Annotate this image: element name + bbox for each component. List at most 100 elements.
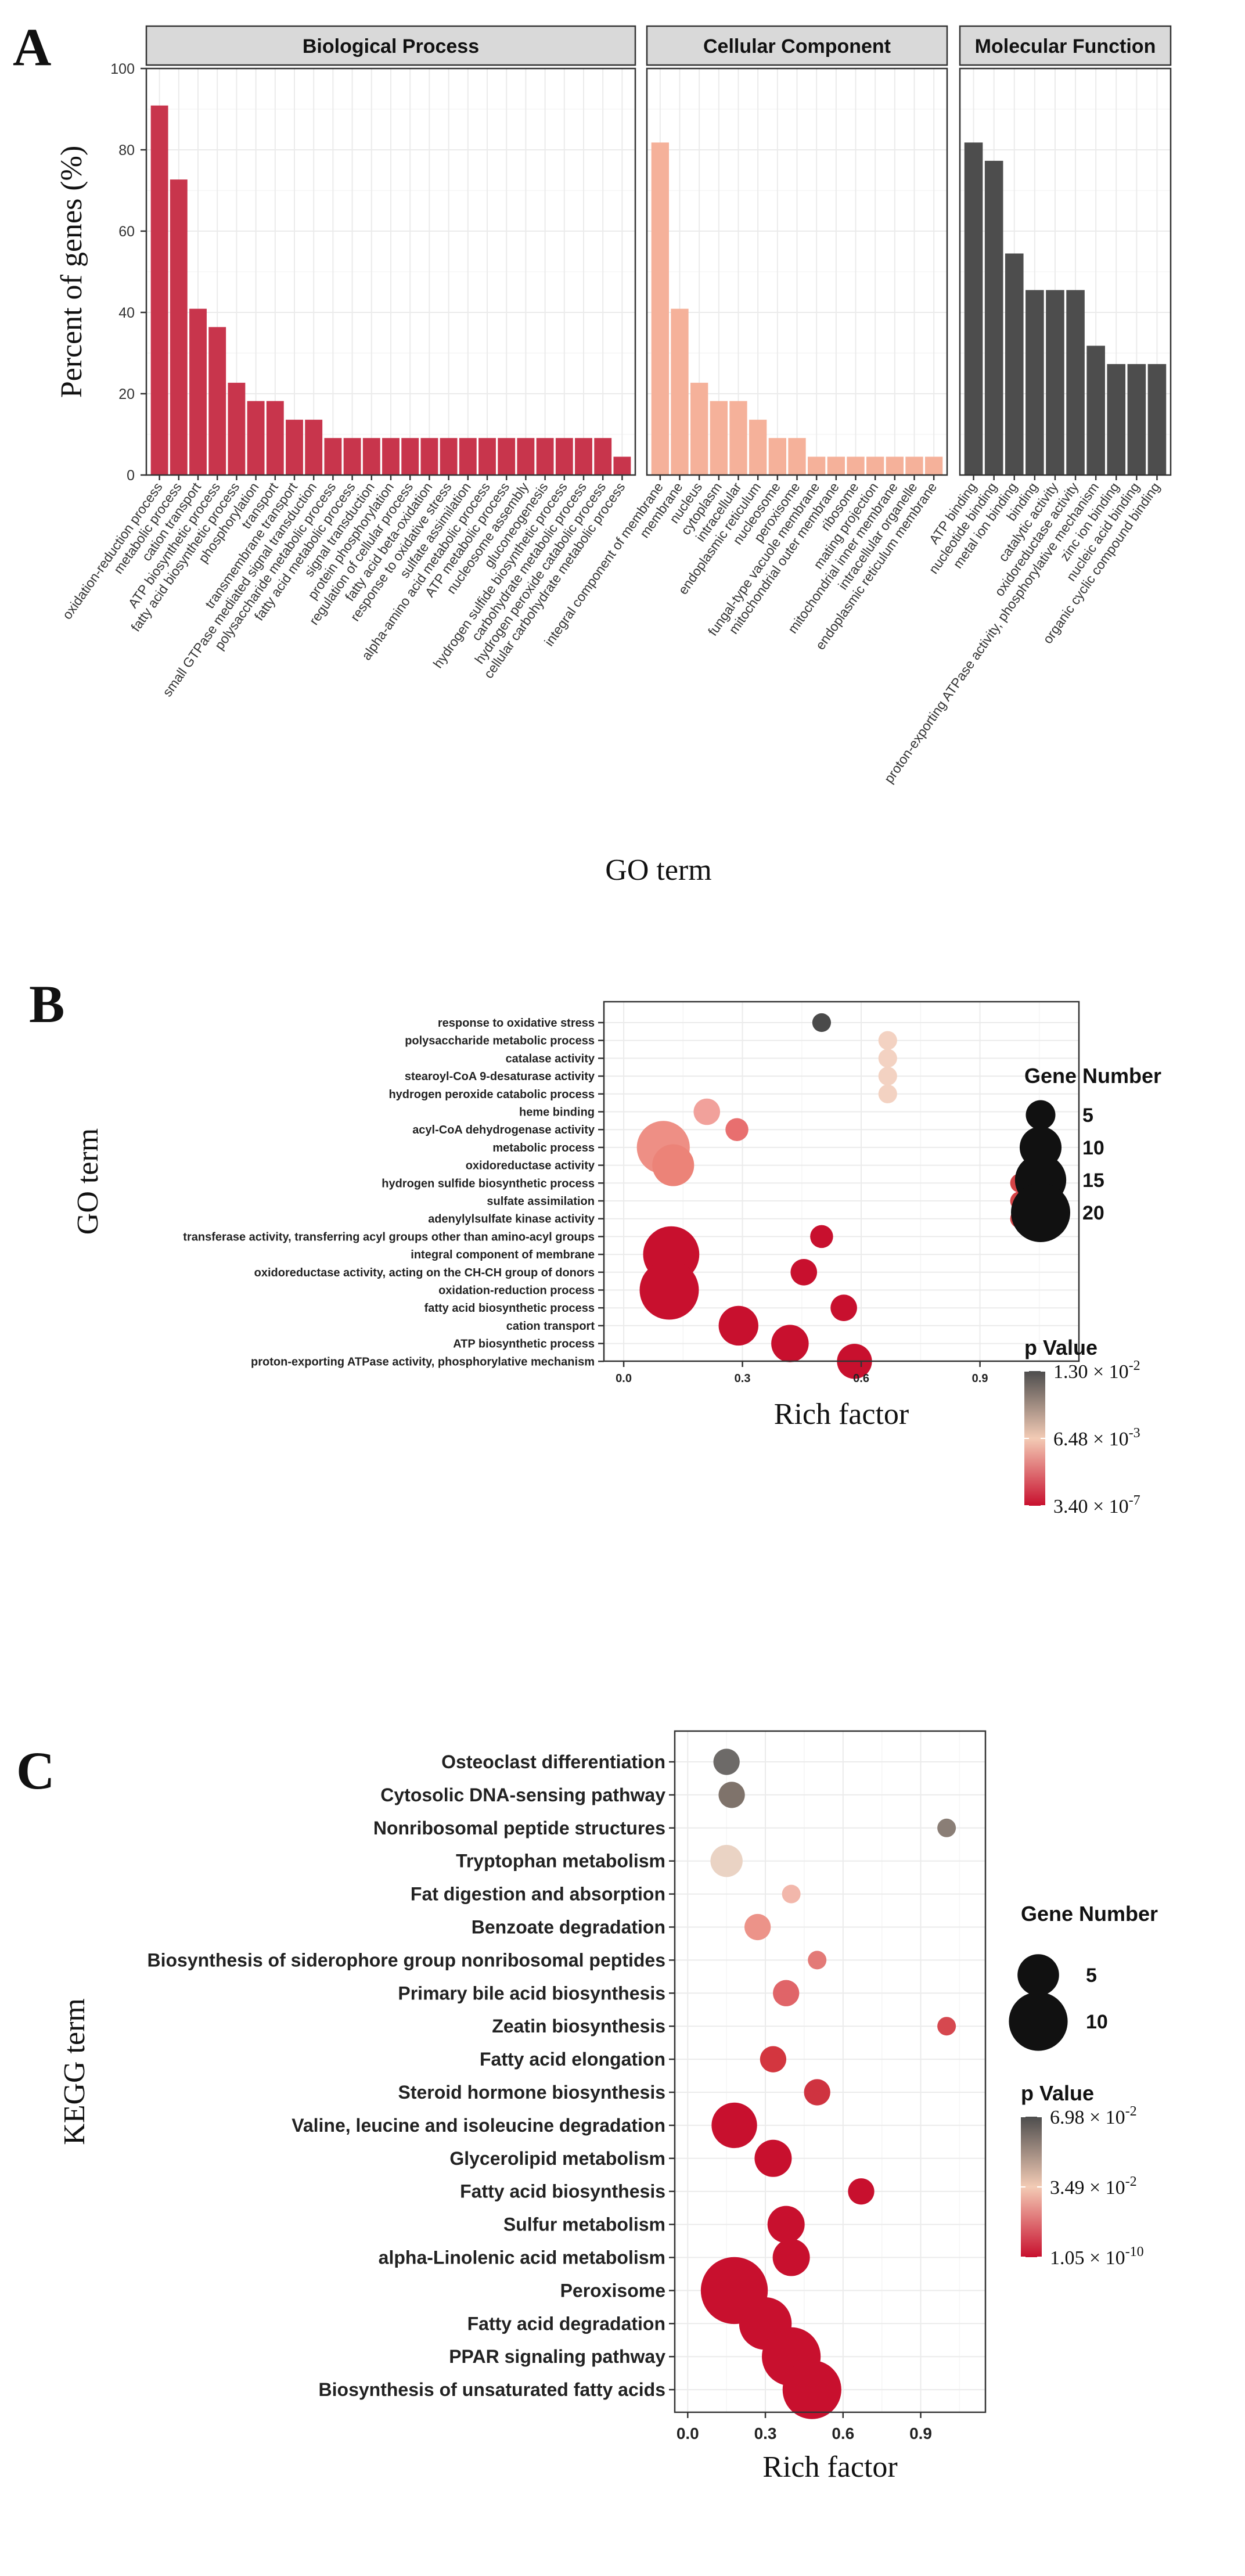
size-legend-key bbox=[1025, 1100, 1056, 1130]
bubble-tryptophan-metabolism bbox=[710, 1844, 743, 1877]
panel-a-bar-chart: 0 20 40 60 80 100 Percent of genes (%) GO term B… bbox=[55, 25, 1172, 887]
bar-hydrogen-peroxide-catabolic-process bbox=[594, 438, 612, 475]
y-axis-title: GO term bbox=[71, 1128, 105, 1235]
y-tick-label: 60 bbox=[118, 224, 135, 240]
bubble-biosynthesis-of-unsaturated-fatty-acids bbox=[782, 2360, 841, 2419]
bar-gluconeogenesis bbox=[536, 438, 554, 475]
y-tick-label: oxidoreductase activity bbox=[466, 1160, 595, 1172]
size-legend-label: 5 bbox=[1086, 1965, 1097, 1987]
y-tick-label: transferase activity, transferring acyl … bbox=[183, 1231, 595, 1243]
size-legend-key bbox=[1011, 1183, 1070, 1242]
bar-cytoplasm bbox=[710, 401, 728, 475]
y-tick-label: Biosynthesis of siderophore group nonrib… bbox=[147, 1949, 665, 1970]
bar-fatty-acid-metabolic-process bbox=[343, 438, 361, 475]
bar-endoplasmic-reticulum bbox=[749, 419, 767, 475]
x-tick-label: 0.6 bbox=[832, 2424, 854, 2442]
bar-endoplasmic-reticulum-membrane bbox=[925, 456, 943, 475]
x-axis-title: Rich factor bbox=[762, 2451, 897, 2484]
x-tick-label: 0.3 bbox=[735, 1372, 751, 1385]
y-tick-label: Benzoate degradation bbox=[472, 1917, 665, 1938]
facet-frame bbox=[646, 67, 948, 476]
plot-frame bbox=[603, 1001, 1080, 1362]
bar-atp-biosynthetic-process bbox=[208, 327, 226, 475]
bar-intracellular bbox=[729, 401, 747, 475]
y-tick-label: Fatty acid elongation bbox=[480, 2049, 665, 2070]
color-legend-title: p Value bbox=[1024, 1336, 1098, 1359]
bar-phosphorylation bbox=[247, 401, 265, 475]
bar-nucleus bbox=[690, 383, 708, 475]
y-tick-label: Osteoclast differentiation bbox=[441, 1751, 665, 1772]
color-legend-label-mid: 6.48 × 10-3 bbox=[1053, 1426, 1140, 1450]
bubble-benzoate-degradation bbox=[744, 1913, 771, 1941]
bar-mitochondrial-outer-membrane bbox=[827, 456, 845, 475]
bar-proton-exporting-atpase-activity-phosphorylative-mechanism bbox=[1086, 346, 1105, 475]
bubble-primary-bile-acid-biosynthesis bbox=[773, 1980, 800, 2006]
size-legend-label: 15 bbox=[1082, 1170, 1104, 1192]
bar-oxidoreductase-activity bbox=[1066, 290, 1085, 475]
y-tick-label: Peroxisome bbox=[560, 2280, 665, 2301]
bubble-fatty-acid-elongation bbox=[760, 2046, 787, 2073]
x-tick-label: 0.9 bbox=[909, 2424, 932, 2442]
bar-peroxisome bbox=[788, 438, 806, 475]
bar-fatty-acid-biosynthetic-process bbox=[228, 383, 246, 475]
bar-fatty-acid-beta-oxidation bbox=[420, 438, 438, 475]
facet-frame bbox=[145, 67, 636, 476]
y-tick-label: oxidoreductase activity, acting on the C… bbox=[254, 1267, 595, 1279]
panel-c-kegg-bubble-chart: Osteoclast differentiation Cytosolic DNA-… bbox=[58, 1730, 1158, 2484]
y-tick-label: stearoyl-CoA 9-desaturase activity bbox=[405, 1070, 595, 1083]
y-tick-label: Sulfur metabolism bbox=[503, 2214, 665, 2235]
bar-binding bbox=[1025, 290, 1044, 475]
bubble-fatty-acid-biosynthetic-process bbox=[830, 1294, 857, 1321]
y-tick-label: adenylylsulfate kinase activity bbox=[428, 1213, 595, 1226]
x-axis-title: Rich factor bbox=[774, 1398, 909, 1431]
y-tick-label: integral component of membrane bbox=[411, 1249, 595, 1261]
y-tick-label: 0 bbox=[127, 467, 135, 484]
bubble-acyl-coa-dehydrogenase-activity bbox=[725, 1118, 749, 1141]
bar-sulfate-assimilation bbox=[459, 438, 477, 475]
bubble-oxidation-reduction-process bbox=[639, 1260, 699, 1320]
panel-letter-c: C bbox=[16, 1741, 55, 1800]
panel-b-go-bubble-chart: response to oxidative stress polysacchari… bbox=[71, 1001, 1161, 1517]
bar-fungal-type-vacuole-membrane bbox=[808, 456, 826, 475]
color-legend-label-low: 1.05 × 10-10 bbox=[1050, 2244, 1144, 2269]
size-legend-label: 10 bbox=[1086, 2011, 1108, 2033]
bubble-zeatin-biosynthesis bbox=[937, 2017, 956, 2036]
bubble-fat-digestion-and-absorption bbox=[782, 1884, 801, 1904]
bar-response-to-oxidative-stress bbox=[440, 438, 458, 475]
bubble-nonribosomal-peptide-structures bbox=[937, 1818, 956, 1837]
bubble-stearoyl-coa-9-desaturase-activity bbox=[878, 1066, 897, 1086]
y-tick-label: alpha-Linolenic acid metabolism bbox=[379, 2247, 665, 2268]
y-tick-label: Fatty acid biosynthesis bbox=[460, 2181, 665, 2202]
bar-hydrogen-sulfide-biosynthetic-process bbox=[555, 438, 573, 475]
y-tick-label: Nonribosomal peptide structures bbox=[373, 1818, 665, 1839]
color-legend-label-high: 1.30 × 10-2 bbox=[1053, 1358, 1140, 1383]
y-tick-label: 100 bbox=[110, 61, 135, 77]
bubble-cation-transport bbox=[718, 1305, 758, 1346]
color-legend-title: p Value bbox=[1021, 2081, 1094, 2105]
y-tick-label: Valine, leucine and isoleucine degradati… bbox=[292, 2115, 665, 2136]
y-tick-label: Tryptophan metabolism bbox=[456, 1851, 665, 1872]
y-tick-label: cation transport bbox=[506, 1320, 595, 1333]
y-tick-label: 80 bbox=[118, 142, 135, 159]
bar-catalytic-activity bbox=[1046, 290, 1064, 475]
bar-organic-cyclic-compound-binding bbox=[1147, 364, 1167, 475]
size-legend-title: Gene Number bbox=[1021, 1902, 1158, 1926]
bar-integral-component-of-membrane bbox=[651, 142, 669, 475]
panel-letter-a: A bbox=[13, 17, 51, 77]
bubble-atp-biosynthetic-process bbox=[771, 1325, 809, 1362]
color-legend-label-high: 6.98 × 10-2 bbox=[1050, 2104, 1137, 2128]
facet-strip-label: Molecular Function bbox=[975, 35, 1156, 57]
bar-small-gtpase-mediated-signal-transduction bbox=[305, 419, 323, 475]
bar-nucleosome-assembly bbox=[517, 438, 535, 475]
bubble-fatty-acid-biosynthesis bbox=[848, 2178, 875, 2205]
bubble-biosynthesis-of-siderophore-group-nonribosomal-peptides bbox=[808, 1951, 827, 1970]
y-tick-label: ATP biosynthetic process bbox=[453, 1338, 595, 1351]
y-tick-label: hydrogen sulfide biosynthetic process bbox=[382, 1177, 595, 1190]
x-axis-title: GO term bbox=[605, 854, 711, 887]
size-legend-label: 5 bbox=[1082, 1104, 1093, 1127]
bubble-polysaccharide-metabolic-process bbox=[878, 1031, 897, 1050]
y-axis-title: KEGG term bbox=[58, 1998, 91, 2145]
bar-mating-projection bbox=[866, 456, 884, 475]
